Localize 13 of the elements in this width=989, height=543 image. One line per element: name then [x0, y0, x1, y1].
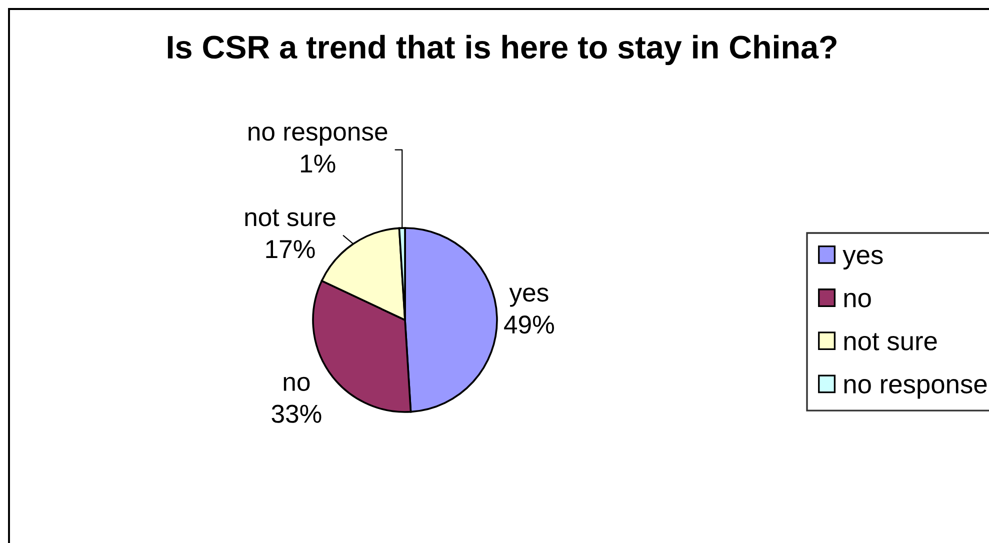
- slice-label: no: [284, 376, 310, 391]
- chart-title: Is CSR a trend that is here to stay in China?: [168, 34, 836, 66]
- data-label: 49%: [504, 315, 554, 334]
- legend-label: no: [844, 292, 871, 308]
- data-label: 33%: [272, 404, 322, 423]
- slice-label: yes: [509, 288, 548, 307]
- legend-label: no response: [844, 379, 987, 399]
- slice-label: not sure: [245, 209, 336, 226]
- slice-label: no response: [248, 126, 388, 146]
- data-label: 17%: [266, 240, 315, 258]
- legend-label: yes: [842, 250, 883, 270]
- data-label: 1%: [300, 154, 336, 173]
- legend-label: not sure: [844, 333, 937, 350]
